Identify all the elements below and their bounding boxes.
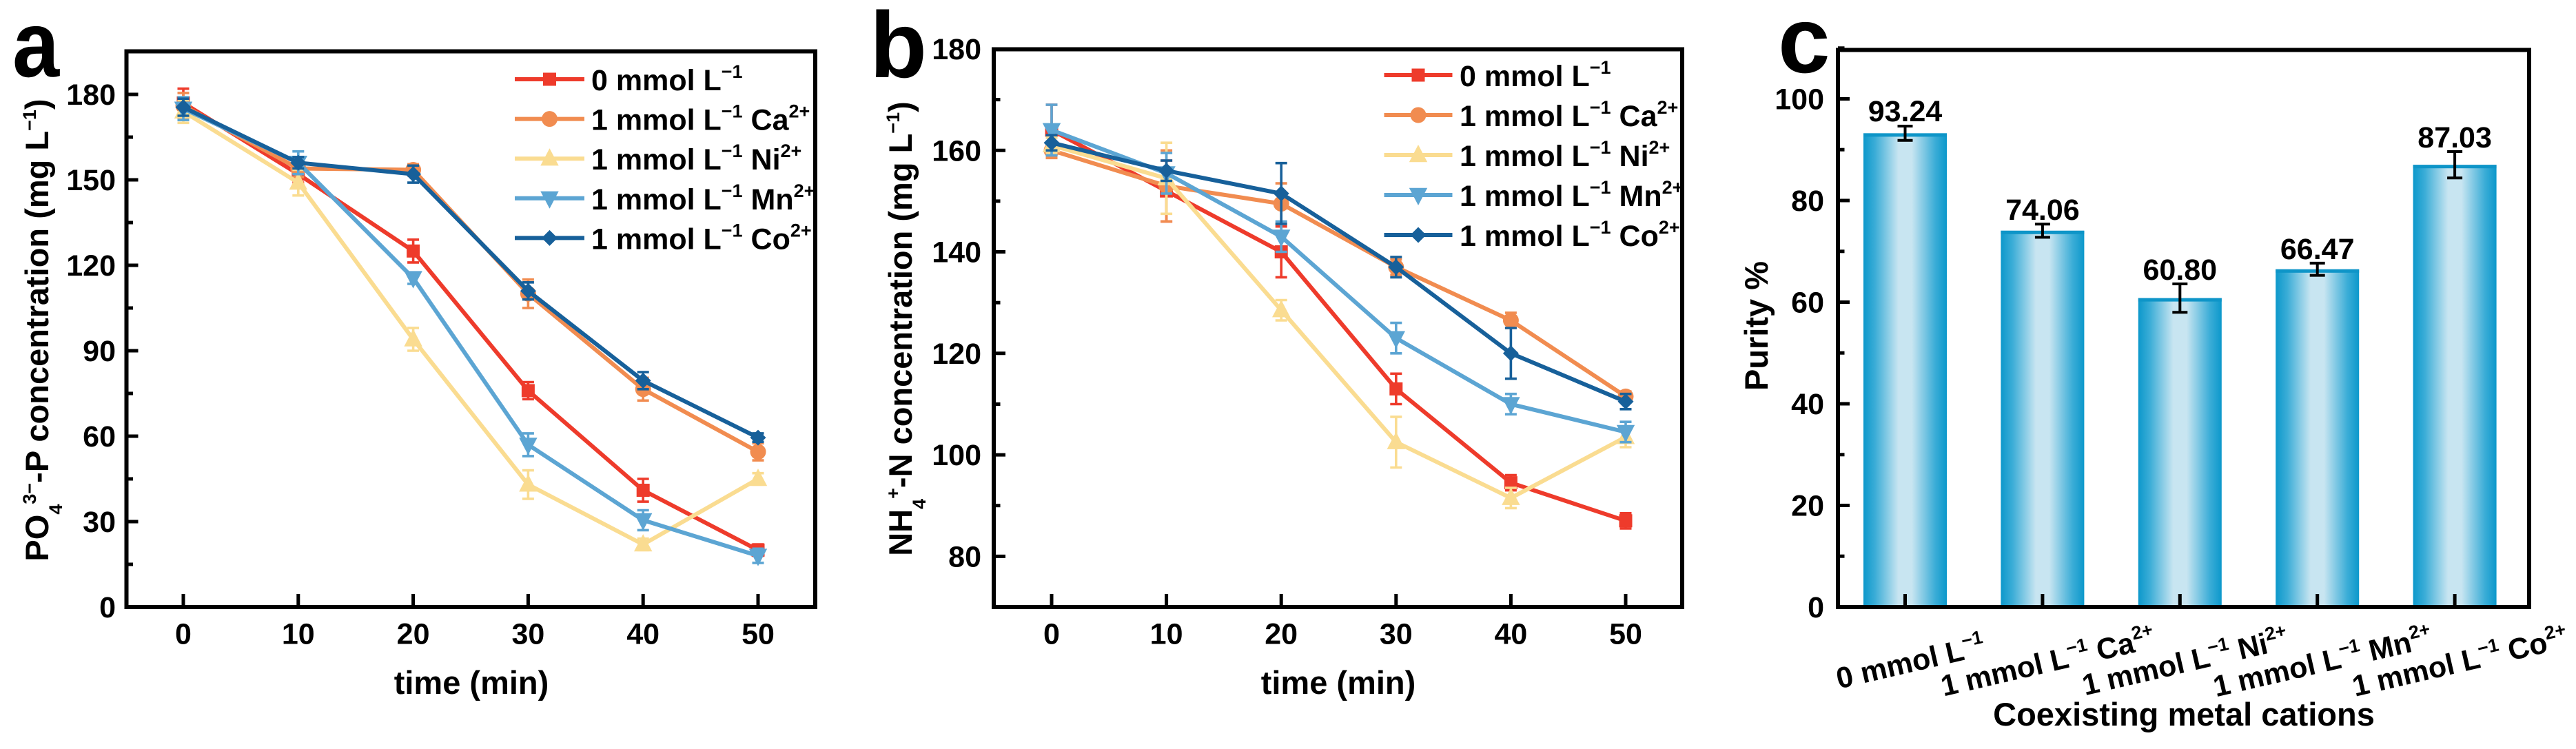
svg-text:Coexisting metal cations: Coexisting metal cations	[1993, 696, 2375, 732]
svg-text:40: 40	[1791, 388, 1824, 421]
svg-text:0: 0	[175, 618, 192, 651]
svg-text:0: 0	[1043, 618, 1060, 651]
svg-text:100: 100	[932, 439, 981, 472]
svg-text:50: 50	[742, 618, 775, 651]
svg-text:10: 10	[1150, 618, 1183, 651]
svg-text:a: a	[12, 0, 60, 96]
svg-text:50: 50	[1609, 618, 1642, 651]
svg-text:87.03: 87.03	[2417, 121, 2492, 154]
svg-text:120: 120	[932, 338, 981, 371]
svg-text:time (min): time (min)	[1261, 664, 1416, 701]
svg-text:60.80: 60.80	[2143, 254, 2217, 287]
svg-text:NH4+-N concentration (mg L−1): NH4+-N concentration (mg L−1)	[882, 101, 930, 556]
svg-text:120: 120	[66, 249, 116, 283]
svg-text:Purity %: Purity %	[1738, 261, 1775, 391]
svg-text:0 mmol L−1: 0 mmol L−1	[591, 61, 743, 97]
svg-text:1 mmol L−1 Ni2+: 1 mmol L−1 Ni2+	[1460, 137, 1670, 173]
svg-text:1 mmol L−1 Co2+: 1 mmol L−1 Co2+	[1460, 217, 1680, 253]
svg-text:140: 140	[932, 236, 981, 269]
svg-text:10: 10	[282, 618, 315, 651]
svg-text:100: 100	[1775, 83, 1824, 116]
svg-text:1 mmol L−1 Mn2+: 1 mmol L−1 Mn2+	[1460, 177, 1683, 213]
svg-text:1 mmol L−1 Co2+: 1 mmol L−1 Co2+	[591, 220, 812, 256]
svg-text:150: 150	[66, 164, 116, 197]
svg-text:66.47: 66.47	[2280, 233, 2355, 266]
svg-text:160: 160	[932, 134, 981, 167]
svg-text:80: 80	[948, 540, 981, 573]
svg-text:1 mmol L−1 Mn2+: 1 mmol L−1 Mn2+	[591, 181, 815, 216]
svg-text:30: 30	[1380, 618, 1413, 651]
svg-text:60: 60	[1791, 287, 1824, 320]
svg-text:20: 20	[397, 618, 430, 651]
svg-text:80: 80	[1791, 185, 1824, 218]
svg-text:1 mmol L−1 Ca2+: 1 mmol L−1 Ca2+	[1460, 97, 1678, 133]
svg-text:0: 0	[99, 591, 116, 624]
svg-text:20: 20	[1791, 490, 1824, 523]
svg-text:20: 20	[1265, 618, 1298, 651]
svg-text:1 mmol L−1 Ni2+: 1 mmol L−1 Ni2+	[591, 141, 801, 176]
svg-text:0 mmol L−1: 0 mmol L−1	[1460, 57, 1611, 93]
svg-text:time (min): time (min)	[394, 664, 549, 701]
svg-text:30: 30	[511, 618, 544, 651]
svg-text:1 mmol L−1 Ca2+: 1 mmol L−1 Ca2+	[591, 101, 810, 137]
svg-text:40: 40	[1494, 618, 1527, 651]
svg-text:74.06: 74.06	[2005, 194, 2080, 227]
svg-text:PO43−-P concentration (mg L−1): PO43−-P concentration (mg L−1)	[19, 99, 66, 561]
svg-text:0: 0	[1808, 591, 1824, 624]
svg-text:180: 180	[66, 79, 116, 112]
svg-text:b: b	[870, 0, 927, 97]
svg-text:180: 180	[932, 33, 981, 66]
svg-text:c: c	[1778, 0, 1830, 92]
svg-text:30: 30	[83, 506, 116, 539]
svg-text:90: 90	[83, 335, 116, 368]
svg-text:40: 40	[626, 618, 660, 651]
svg-text:60: 60	[83, 420, 116, 453]
svg-text:93.24: 93.24	[1868, 95, 1943, 128]
